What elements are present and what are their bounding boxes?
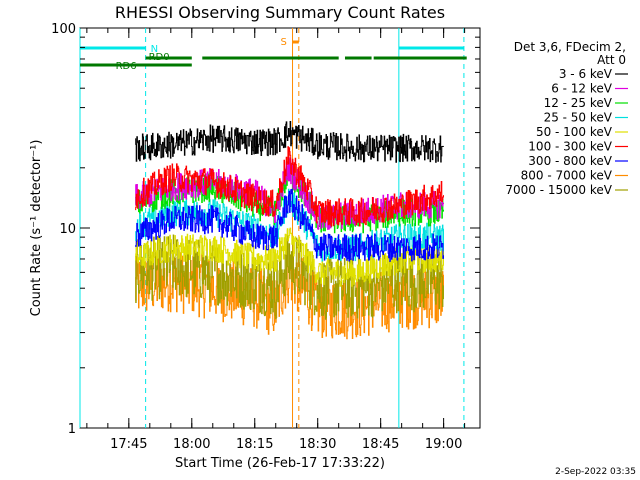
series-line bbox=[135, 227, 444, 287]
y-axis-label: Count Rate (s⁻¹ detector⁻¹) bbox=[29, 140, 44, 317]
series-line bbox=[135, 121, 444, 163]
y-tick-label: 1 bbox=[68, 422, 76, 437]
legend-header-line1: Det 3,6, FDecim 2, bbox=[514, 40, 626, 54]
series-line bbox=[135, 146, 444, 227]
footer-date: 2-Sep-2022 03:35 bbox=[555, 467, 636, 477]
saa-label: S bbox=[281, 37, 287, 48]
x-tick-label: 18:45 bbox=[362, 437, 399, 452]
x-tick-label: 18:00 bbox=[173, 437, 210, 452]
axes-layer: 17:45 18:00 18:15 18:30 18:45 19:00 1 10 100 bbox=[51, 22, 480, 452]
series-layer bbox=[135, 121, 444, 340]
y-tick-label: 100 bbox=[51, 22, 76, 37]
legend-entry-label: 100 - 300 keV bbox=[528, 140, 612, 154]
legend-header-line2: Att 0 bbox=[597, 53, 626, 67]
legend-entry-label: 300 - 800 keV bbox=[528, 154, 612, 168]
legend-entry-label: 6 - 12 keV bbox=[551, 82, 613, 96]
legend-entry-label: 800 - 7000 keV bbox=[521, 169, 613, 183]
legend-entry-label: 3 - 6 keV bbox=[559, 67, 613, 81]
chart-title: RHESSI Observing Summary Count Rates bbox=[115, 3, 445, 22]
x-axis-label: Start Time (26-Feb-17 17:33:22) bbox=[175, 456, 385, 471]
night-label: N bbox=[151, 44, 158, 55]
legend-entry-label: 50 - 100 keV bbox=[536, 125, 613, 139]
legend-entry-label: 7000 - 15000 keV bbox=[505, 183, 612, 197]
rd0-label: RD0 bbox=[149, 52, 170, 63]
x-tick-label: 17:45 bbox=[110, 437, 147, 452]
legend-entry-label: 12 - 25 keV bbox=[544, 96, 613, 110]
y-tick-label: 10 bbox=[59, 222, 76, 237]
annotation-layer: N S RD0 RD6 bbox=[79, 28, 467, 428]
x-tick-label: 19:00 bbox=[425, 437, 462, 452]
series-line bbox=[135, 157, 444, 230]
x-tick-label: 18:30 bbox=[299, 437, 336, 452]
legend-entry-label: 25 - 50 keV bbox=[544, 111, 613, 125]
series-line bbox=[135, 188, 444, 262]
rd6-label: RD6 bbox=[116, 61, 137, 72]
x-tick-label: 18:15 bbox=[236, 437, 273, 452]
